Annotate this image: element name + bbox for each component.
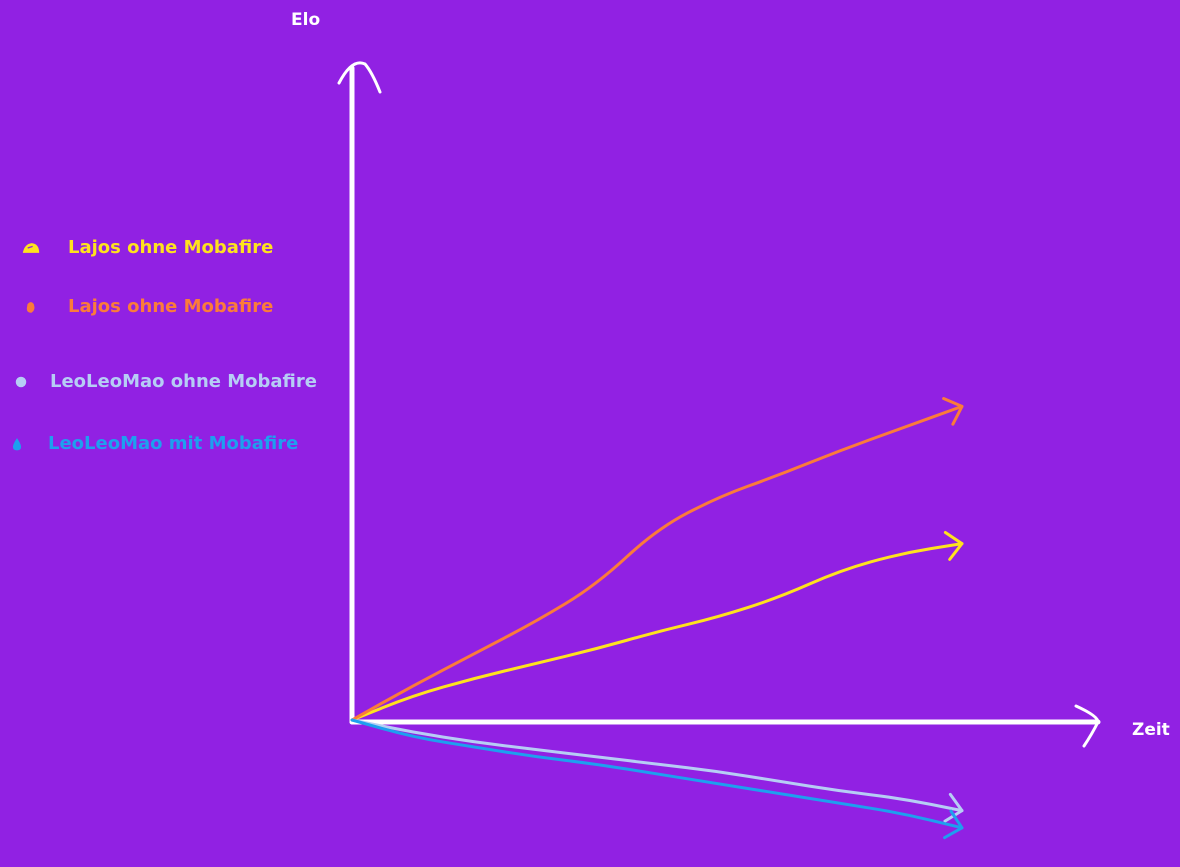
series-line-0 [350,542,964,722]
series-arrowhead-1 [942,397,964,426]
x-axis-label: Zeit [1132,720,1170,740]
bean-marker-icon [26,301,35,313]
series-line-2 [350,718,964,813]
circle-marker-icon [15,376,27,387]
legend-item-lajos-orange: Lajos ohne Mobafire [22,296,273,317]
legend-item-leoleomao-light: LeoLeoMao ohne Mobafire [12,371,317,392]
legend-item-lajos-yellow: Lajos ohne Mobafire [22,237,273,258]
series-arrowhead-2 [943,792,964,823]
legend-label: Lajos ohne Mobafire [68,237,274,258]
legend-label: LeoLeoMao ohne Mobafire [50,371,317,392]
y-axis-arrowhead [337,61,382,94]
cap-marker-icon [22,242,40,253]
series-arrowhead-3 [943,809,964,840]
series-arrowhead-0 [943,530,964,561]
series-layer [350,397,964,840]
legend-item-leoleomao-blue: LeoLeoMao mit Mobafire [8,433,298,454]
drop-marker-icon [12,437,22,450]
series-line-3 [350,718,964,830]
x-axis-arrowhead [1074,704,1100,748]
series-line-1 [350,404,964,722]
legend-label: LeoLeoMao mit Mobafire [48,433,299,454]
legend-label: Lajos ohne Mobafire [68,296,274,317]
y-axis-label: Elo [291,10,321,30]
